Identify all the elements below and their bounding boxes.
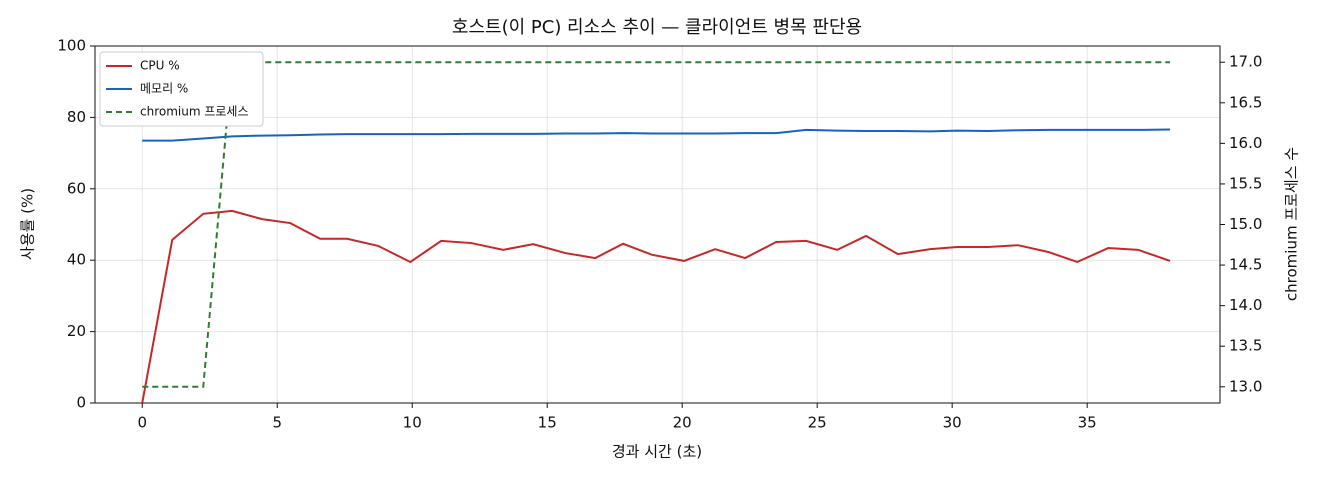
y-axis-label: 사용률 (%) [19, 188, 37, 260]
x-tick-label: 35 [1078, 414, 1097, 432]
y2-tick-label: 16.0 [1229, 134, 1262, 152]
x-tick-label: 15 [538, 414, 557, 432]
y-tick-label: 20 [67, 322, 86, 340]
x-axis-label: 경과 시간 (초) [612, 443, 702, 461]
x-tick-label: 20 [673, 414, 692, 432]
chart-title: 호스트(이 PC) 리소스 추이 — 클라이언트 병목 판단용 [452, 17, 862, 38]
y2-tick-label: 13.0 [1229, 377, 1262, 395]
y-tick-label: 80 [67, 108, 86, 126]
data-line [142, 128, 1171, 142]
y2-tick-label: 13.5 [1229, 337, 1262, 355]
x-tick-label: 25 [808, 414, 827, 432]
x-tick-label: 30 [943, 414, 962, 432]
y-tick-label: 0 [76, 394, 86, 412]
data-line [141, 209, 1171, 404]
plot-frame [94, 45, 1221, 404]
x-tick-label: 5 [272, 414, 282, 432]
y2-tick-label: 14.0 [1229, 296, 1262, 314]
y2-tick-label: 15.0 [1229, 215, 1262, 233]
legend-box [99, 51, 264, 127]
y-tick-label: 100 [57, 37, 86, 55]
legend-label: CPU % [140, 59, 180, 73]
y2-tick-label: 16.5 [1229, 93, 1262, 111]
y-tick-label: 60 [67, 179, 86, 197]
x-tick-label: 0 [137, 414, 147, 432]
legend-label: chromium 프로세스 [140, 105, 249, 119]
legend-label: 메모리 % [140, 82, 188, 96]
y2-tick-label: 15.5 [1229, 174, 1262, 192]
y2-tick-label: 17.0 [1229, 53, 1262, 71]
y-tick-label: 40 [67, 251, 86, 269]
y2-axis-label: chromium 프로세스 수 [1283, 147, 1301, 301]
y2-tick-label: 14.5 [1229, 256, 1262, 274]
x-tick-label: 10 [403, 414, 422, 432]
data-line [142, 61, 1171, 388]
